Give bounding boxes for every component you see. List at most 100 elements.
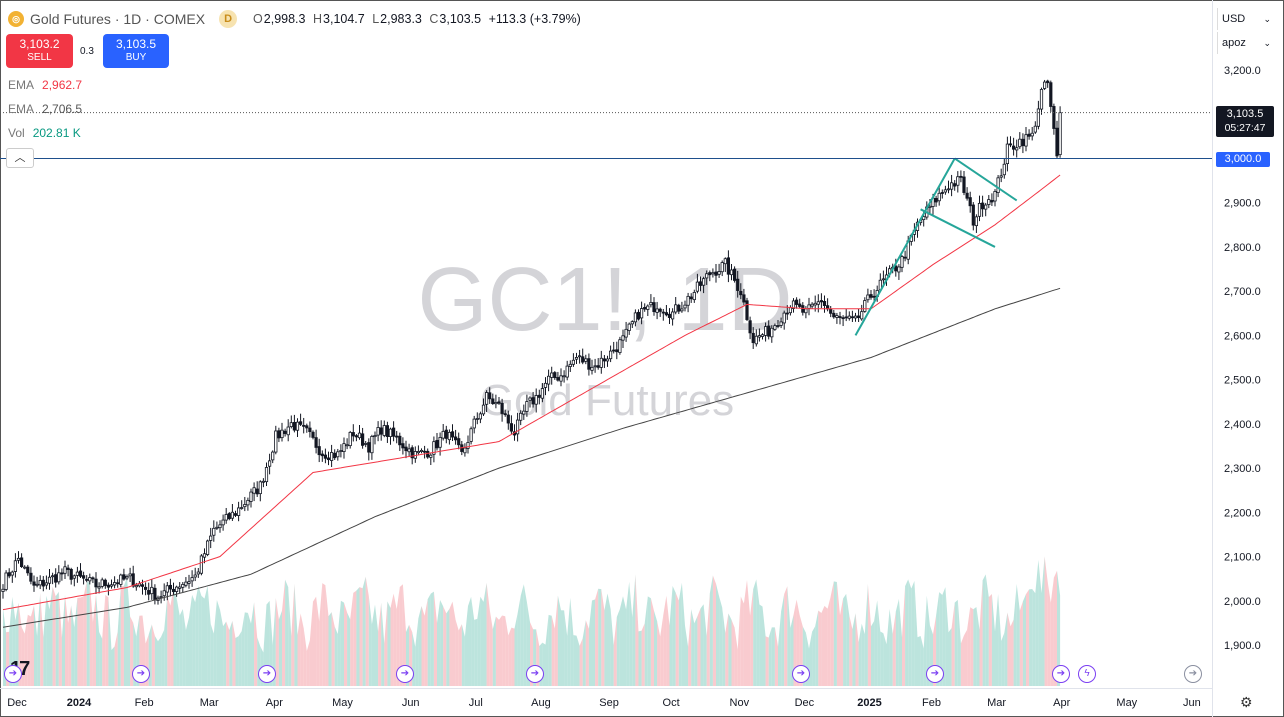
candle-body	[224, 514, 228, 521]
candle-body	[438, 437, 442, 448]
volume-bar	[942, 587, 946, 686]
volume-bar	[182, 609, 186, 686]
candle-body	[1015, 147, 1019, 151]
candle-body	[103, 579, 107, 586]
volume-bar	[443, 606, 447, 686]
time-axis[interactable]: Dec 2024 Feb Mar Apr May Jun Jul Aug Sep Oct Nov Dec…	[7, 697, 1201, 709]
candle-body	[1043, 81, 1047, 89]
candle-body	[698, 281, 703, 286]
volume-bar	[830, 581, 834, 686]
x-tick-label: 2024	[67, 697, 92, 709]
candle-body	[584, 358, 588, 362]
delayed-badge[interactable]: D	[219, 10, 238, 28]
volume-bar	[833, 581, 837, 686]
candle-body	[996, 177, 1000, 193]
indicator-ema-slow[interactable]: EMA 2,706.5	[8, 102, 83, 116]
volume-bar	[948, 628, 952, 686]
candle-body	[333, 452, 337, 459]
volume-bar	[71, 605, 75, 686]
event-arrow-icon[interactable]: ➔	[132, 665, 150, 683]
volume-bar	[867, 583, 871, 686]
currency-selector[interactable]: USD ⌄	[1217, 8, 1275, 30]
volume-bar	[970, 607, 974, 686]
indicator-ema-fast[interactable]: EMA 2,962.7	[8, 78, 83, 92]
candle-body	[658, 308, 662, 312]
candle-body	[51, 575, 55, 578]
volume-bar	[697, 608, 701, 686]
event-arrow-icon[interactable]: ➔	[526, 665, 544, 683]
event-arrow-icon[interactable]: ➔	[396, 665, 414, 683]
collapse-indicators-button[interactable]: ︿	[6, 148, 34, 168]
candle-body	[44, 582, 49, 586]
candle-body	[379, 427, 383, 435]
volume-bar	[660, 615, 664, 686]
x-tick-label: Aug	[531, 697, 551, 709]
volume-bar	[120, 585, 124, 686]
lightning-icon[interactable]: ϟ	[1078, 665, 1096, 683]
volume-bar	[517, 595, 521, 686]
event-arrow-icon[interactable]: ➔	[1184, 665, 1202, 683]
volume-bar	[743, 579, 747, 686]
volume-bar	[864, 583, 868, 686]
volume-bar	[421, 605, 425, 686]
volume-bar	[254, 602, 258, 686]
x-tick-label: May	[1116, 697, 1137, 709]
volume-bar	[167, 596, 171, 686]
volume-bar	[945, 587, 949, 686]
candle-body	[618, 339, 622, 353]
candle-body	[540, 388, 545, 399]
candle-body	[943, 189, 948, 193]
volume-bar	[778, 611, 782, 686]
candle-body	[193, 574, 197, 578]
volume-bar	[1038, 560, 1042, 686]
indicator-volume[interactable]: Vol 202.81 K	[8, 126, 81, 140]
volume-bar	[1022, 594, 1026, 686]
candle-body	[317, 446, 321, 456]
volume-bar	[592, 599, 596, 686]
candle-body	[444, 429, 448, 439]
volume-bar	[843, 593, 847, 686]
event-arrow-icon[interactable]: ➔	[258, 665, 276, 683]
candles	[1, 79, 1062, 605]
event-arrow-icon[interactable]: ➔	[1052, 665, 1070, 683]
candle-body	[984, 204, 988, 210]
gear-icon[interactable]: ⚙	[1240, 694, 1253, 710]
volume-bar	[576, 635, 580, 686]
candle-body	[261, 480, 266, 483]
volume-bar	[678, 582, 682, 686]
ema-fast-line	[2, 174, 1061, 611]
event-arrow-icon[interactable]: ➔	[4, 665, 22, 683]
candle-body	[54, 574, 58, 583]
volume-bar	[489, 609, 493, 686]
volume-bar	[424, 599, 428, 686]
candle-body	[329, 452, 334, 461]
volume-bar	[49, 586, 53, 686]
candle-body	[630, 321, 634, 325]
candle-body	[475, 418, 479, 420]
candle-body	[897, 266, 901, 273]
candle-body	[531, 397, 535, 405]
candle-body	[162, 590, 166, 597]
event-arrow-icon[interactable]: ➔	[792, 665, 810, 683]
buy-button[interactable]: 3,103.5 BUY	[103, 34, 169, 68]
volume-bar	[936, 592, 940, 686]
scale-selector[interactable]: apoz ⌄	[1217, 32, 1275, 54]
candle-body	[953, 183, 957, 187]
candle-body	[900, 256, 904, 268]
candle-body	[1046, 80, 1050, 84]
volume-bar	[52, 586, 56, 686]
volume-bar	[861, 623, 865, 686]
volume-bar	[192, 594, 196, 686]
volume-bar	[663, 595, 667, 686]
volume-bar	[30, 605, 34, 686]
candle-body	[367, 442, 371, 453]
candle-body	[29, 572, 33, 582]
event-arrow-icon[interactable]: ➔	[926, 665, 944, 683]
candle-body	[453, 436, 458, 441]
volume-bar	[198, 585, 202, 686]
volume-bar	[598, 588, 602, 686]
sell-button[interactable]: 3,103.2 SELL	[6, 34, 73, 68]
volume-bar	[99, 631, 103, 686]
symbol-title[interactable]: Gold Futures · 1D · COMEX	[30, 11, 206, 27]
